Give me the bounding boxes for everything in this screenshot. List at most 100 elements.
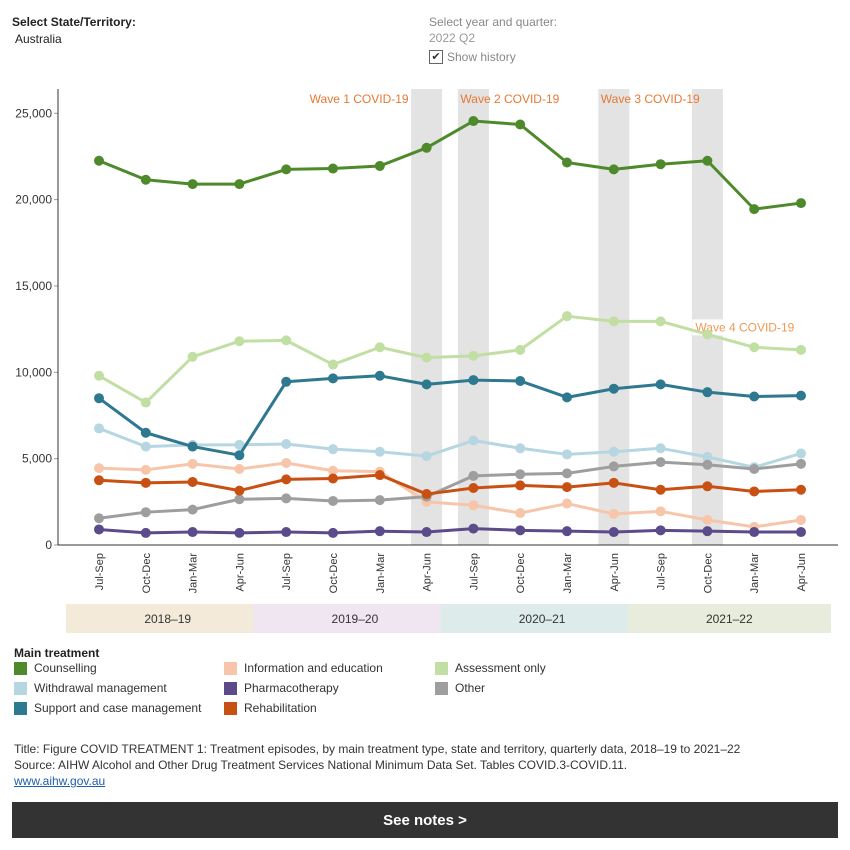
data-point (796, 448, 806, 459)
data-point (749, 464, 760, 475)
data-point (94, 463, 104, 474)
financial-year-label: 2020–21 (519, 612, 566, 626)
data-point (655, 159, 666, 170)
legend-item-counselling[interactable]: Counselling (14, 661, 97, 675)
data-point (187, 351, 198, 362)
state-filter-value[interactable]: Australia (15, 32, 62, 46)
data-point (655, 316, 666, 327)
data-point (234, 494, 245, 505)
data-point (187, 476, 198, 487)
data-point (515, 375, 526, 386)
state-filter-label: Select State/Territory: (12, 15, 136, 29)
data-point (468, 470, 479, 481)
treatment-episodes-line-chart: 0 5,000 10,000 15,000 20,000 25,000 Wave 1 COV… (15, 89, 838, 633)
data-point (562, 157, 572, 168)
data-point (140, 397, 151, 408)
data-point (702, 387, 713, 398)
legend-item-rehabilitation[interactable]: Rehabilitation (224, 701, 317, 715)
x-tick-label: Jan-Mar (188, 553, 200, 594)
x-tick-label: Apr-Jun (609, 553, 621, 592)
legend-item-pharmacotherapy[interactable]: Pharmacotherapy (224, 681, 339, 695)
data-point (796, 514, 806, 525)
data-point (328, 359, 338, 370)
legend-item-assessment-only[interactable]: Assessment only (435, 661, 546, 675)
legend-label: Support and case management (34, 701, 202, 715)
data-point (515, 480, 526, 491)
series-line (98, 460, 802, 520)
x-tick-label: Jul-Sep (94, 553, 106, 590)
series-line (98, 374, 802, 457)
quarter-filter-value[interactable]: 2022 Q2 (429, 31, 476, 45)
data-point (421, 451, 432, 462)
data-point (374, 446, 385, 457)
legend-swatch (224, 701, 237, 715)
covid-wave-band (411, 89, 443, 545)
x-tick-label: Apr-Jun (422, 553, 434, 592)
data-point (515, 525, 526, 536)
financial-year-label: 2018–19 (144, 612, 191, 626)
data-point (328, 444, 338, 455)
data-point (374, 342, 385, 353)
data-point (749, 391, 760, 402)
data-point (421, 527, 432, 538)
legend-label: Pharmacotherapy (244, 681, 339, 695)
legend-label: Other (455, 681, 486, 695)
y-tick-label: 10,000 (15, 365, 52, 379)
legend-title: Main treatment (14, 646, 100, 660)
y-tick-label: 25,000 (15, 106, 52, 120)
data-point (421, 379, 432, 390)
data-point (655, 525, 666, 536)
x-tick-label: Jan-Mar (562, 553, 574, 594)
x-tick-label: Oct-Dec (515, 553, 527, 594)
data-point (94, 524, 104, 535)
legend-item-support-and-case-management[interactable]: Support and case management (14, 701, 201, 715)
data-point (328, 527, 338, 538)
data-point (655, 484, 666, 495)
aihw-link[interactable]: www.aihw.gov.au (14, 774, 106, 788)
data-point (187, 179, 198, 190)
legend-swatch (435, 681, 448, 695)
see-notes-button[interactable]: See notes > (12, 802, 838, 838)
data-point (140, 427, 151, 438)
legend-swatch (435, 661, 448, 675)
data-point (796, 344, 806, 355)
financial-year-band (440, 604, 644, 633)
x-tick-label: Jul-Sep (656, 553, 668, 590)
data-point (187, 441, 198, 452)
data-point (94, 475, 104, 486)
series-line (98, 527, 801, 535)
data-point (374, 495, 385, 506)
data-point (702, 526, 713, 537)
y-tick-label: 20,000 (15, 193, 52, 207)
y-tick-label: 5,000 (22, 452, 52, 466)
data-point (187, 458, 198, 469)
data-point (796, 527, 806, 538)
data-point (140, 527, 151, 538)
financial-year-band (627, 604, 831, 633)
data-point (562, 311, 572, 322)
legend-item-information-and-education[interactable]: Information and education (224, 661, 383, 675)
data-point (281, 527, 292, 538)
x-tick-label: Jan-Mar (749, 553, 761, 594)
data-point (421, 352, 432, 363)
show-history-toggle[interactable]: ✔ Show history (429, 50, 516, 64)
data-point (328, 473, 338, 484)
show-history-checkbox[interactable]: ✔ (429, 50, 443, 64)
data-point (655, 379, 666, 390)
data-point (328, 495, 338, 506)
data-point (187, 527, 198, 538)
data-point (187, 504, 198, 515)
quarter-filter-label: Select year and quarter: (429, 15, 558, 29)
legend-label: Assessment only (455, 661, 546, 675)
legend-item-other[interactable]: Other (435, 681, 485, 695)
data-point (281, 164, 292, 175)
data-point (421, 489, 432, 500)
data-point (515, 344, 526, 355)
show-history-label: Show history (447, 50, 516, 64)
x-tick-label: Jan-Mar (375, 553, 387, 594)
data-point (140, 507, 151, 518)
checkmark-icon: ✔ (431, 50, 441, 63)
legend-item-withdrawal-management[interactable]: Withdrawal management (14, 681, 167, 695)
data-point (281, 493, 292, 504)
series-line (98, 473, 802, 496)
